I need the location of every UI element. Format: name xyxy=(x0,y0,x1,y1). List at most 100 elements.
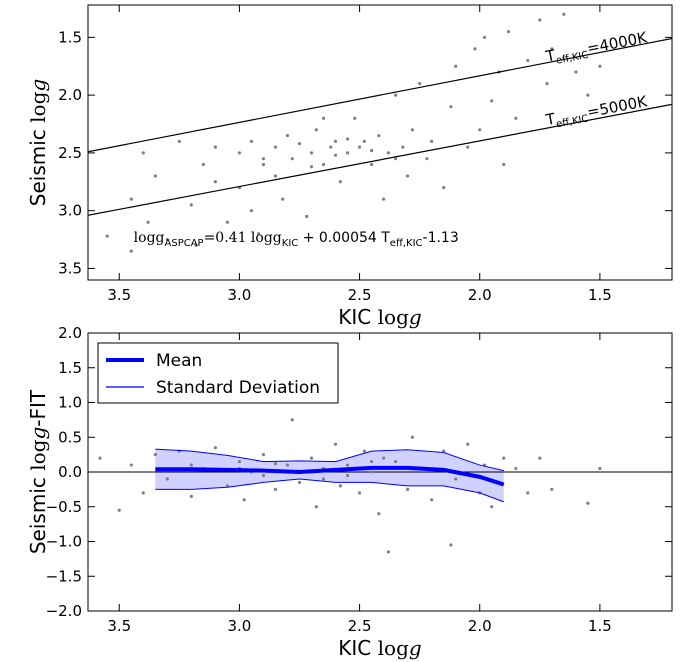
data-point xyxy=(466,145,470,149)
data-point xyxy=(406,487,410,491)
y-axis-label: Seismic logg xyxy=(26,79,50,206)
label-part: g xyxy=(409,636,422,660)
data-point xyxy=(369,459,374,464)
data-point xyxy=(165,477,169,481)
label-part: Seismic xyxy=(26,471,50,554)
data-point xyxy=(514,466,518,471)
data-point xyxy=(153,453,157,457)
label-part: log xyxy=(26,439,50,470)
annotation-part: T xyxy=(543,46,557,66)
data-point xyxy=(377,133,381,138)
data-point xyxy=(466,442,470,446)
data-point xyxy=(353,116,357,120)
data-point xyxy=(425,157,429,161)
data-point xyxy=(329,145,333,149)
annotation-part: eff,KIC xyxy=(555,113,589,130)
data-point xyxy=(273,145,278,149)
label-part: log xyxy=(378,305,409,329)
data-point xyxy=(141,491,145,495)
data-point xyxy=(377,512,381,516)
label-part: KIC xyxy=(338,305,377,329)
x-axis-label: KIC logg xyxy=(338,636,421,660)
data-point xyxy=(213,145,217,149)
annotation-part: KIC xyxy=(282,238,299,249)
data-point xyxy=(189,463,193,467)
data-point xyxy=(129,463,133,467)
y-tick-label: 2.5 xyxy=(58,144,82,162)
data-point xyxy=(538,456,542,460)
data-point xyxy=(333,139,338,143)
data-point xyxy=(598,466,602,471)
x-tick-label: 2.0 xyxy=(468,286,492,304)
data-point xyxy=(514,116,518,120)
data-point xyxy=(357,491,362,495)
data-point xyxy=(449,105,453,109)
data-point xyxy=(165,237,169,242)
data-point xyxy=(449,543,453,547)
data-point xyxy=(273,462,278,466)
data-point xyxy=(401,145,405,149)
data-point xyxy=(129,197,133,201)
data-point xyxy=(550,47,554,51)
data-point xyxy=(261,162,266,167)
data-point xyxy=(526,491,530,495)
data-point xyxy=(189,203,193,207)
data-point xyxy=(502,456,506,460)
data-point xyxy=(430,498,434,502)
data-point xyxy=(357,145,362,149)
data-point xyxy=(194,243,198,247)
data-point xyxy=(454,64,458,68)
legend: Mean Standard Deviation xyxy=(97,342,339,404)
data-point xyxy=(382,197,386,201)
plot-area xyxy=(88,418,672,554)
label-part: log xyxy=(26,91,50,122)
data-point xyxy=(410,435,415,439)
data-point xyxy=(261,157,266,161)
legend-label: Mean xyxy=(156,351,202,371)
data-point xyxy=(482,35,487,39)
plot-area xyxy=(88,12,672,253)
label-part: log xyxy=(378,636,409,660)
annotation: Teff,KIC=4000K xyxy=(543,28,650,69)
data-point xyxy=(225,220,229,224)
data-point xyxy=(490,505,494,509)
y-tick-label: 1.5 xyxy=(58,359,82,377)
data-point xyxy=(333,153,338,157)
data-point xyxy=(394,459,398,464)
data-point xyxy=(297,480,302,485)
x-tick-label: 1.5 xyxy=(588,617,612,635)
std-edge xyxy=(155,448,504,472)
annotation-part: -1.13 xyxy=(423,230,459,246)
annotation-part: + 0.00054 T xyxy=(298,230,390,246)
y-tick-label: 0.5 xyxy=(58,428,82,446)
data-point xyxy=(261,473,266,478)
y-axis-label: Seismic logg-FIT xyxy=(26,389,50,554)
data-point xyxy=(369,148,374,153)
data-point xyxy=(382,456,386,460)
data-point xyxy=(237,151,242,155)
data-point xyxy=(153,174,157,178)
data-point xyxy=(526,58,530,63)
data-point xyxy=(321,477,326,481)
x-tick-label: 2.5 xyxy=(348,617,372,635)
data-point xyxy=(418,81,422,86)
legend-box xyxy=(97,342,339,404)
annotation-part: ASPCAP xyxy=(165,238,204,249)
y-tick-label: 1.0 xyxy=(58,394,82,412)
x-tick-label: 2.0 xyxy=(468,617,492,635)
data-point xyxy=(290,418,294,422)
axes-frame xyxy=(87,4,673,281)
data-point xyxy=(273,487,278,491)
data-point xyxy=(117,508,121,512)
y-tick-label: 3.0 xyxy=(58,202,82,220)
y-tick-label: 2.0 xyxy=(58,86,82,104)
reference-line xyxy=(88,37,672,153)
data-point xyxy=(273,174,278,178)
data-point xyxy=(369,470,374,474)
data-point xyxy=(338,484,342,488)
annotation-part: T xyxy=(543,110,557,130)
y-tick-label: 2.0 xyxy=(58,324,82,342)
data-point xyxy=(242,498,246,502)
data-point xyxy=(345,151,350,155)
